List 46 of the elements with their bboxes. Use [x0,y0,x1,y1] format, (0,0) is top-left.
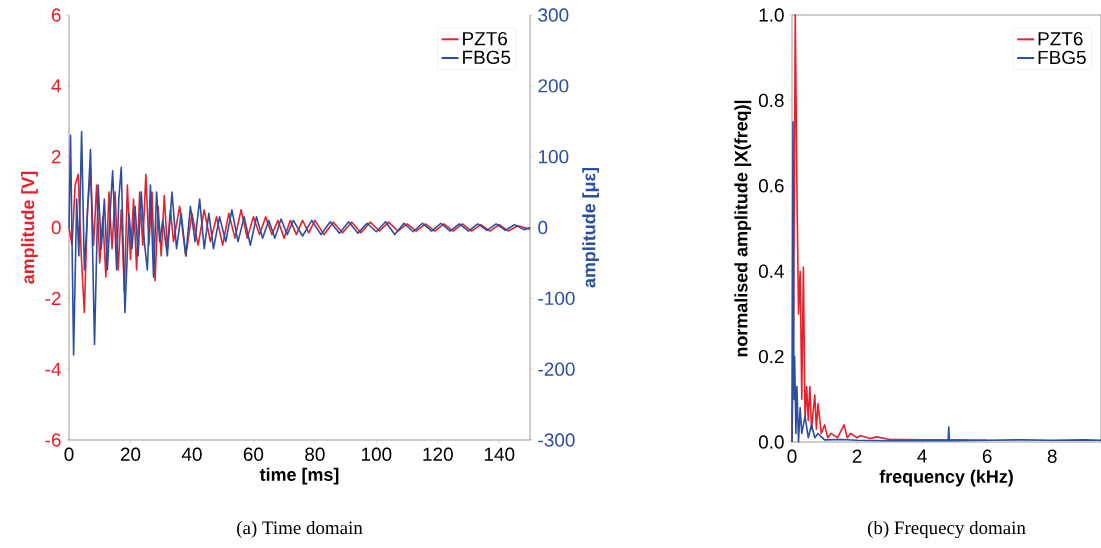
y-tick-label: 0.0 [758,435,784,449]
y-tick-label: 0.8 [758,93,784,108]
legend-label: FBG5 [1038,50,1086,65]
x-tick-label: 100 [361,447,392,461]
y2-tick-label: 300 [538,8,569,22]
x-tick-label: 60 [243,447,264,461]
y2-tick-label: 100 [538,149,569,164]
y2-tick-label: -100 [538,291,575,306]
x-tick-label: 80 [305,447,325,461]
x-tick-label: 8 [1047,449,1057,463]
y-tick-label: 2 [51,150,61,164]
line-series [791,14,988,443]
y-tick-label: 4 [51,79,61,93]
x-tick-label: 0 [787,449,797,463]
x-tick-label: 2 [852,449,862,463]
y-tick-label: 0.4 [758,264,784,278]
y2-tick-label: 200 [538,79,569,93]
legend-label: PZT6 [1038,31,1083,46]
y2-tick-label: -300 [538,433,575,447]
y-axis-title: amplitude [V] [21,171,38,284]
y-axis-title: normalised amplitude |X(freq)| [734,100,752,357]
text: (a) Time domain [237,520,363,539]
x-axis-title: time [ms] [259,467,339,485]
x-axis-title: frequency (kHz) [879,469,1013,487]
y-tick-label: 6 [51,8,61,22]
x-tick-label: 0 [64,447,74,461]
y2-tick-label: -200 [538,362,575,376]
x-tick-label: 20 [120,447,141,461]
y-tick-label: -2 [45,291,61,305]
legend-label: FBG5 [463,50,511,65]
x-tick-label: 6 [982,449,992,463]
y2-axis-title: amplitude [με] [582,167,599,288]
legend-label: PZT6 [463,31,507,46]
y-tick-label: 0 [51,220,61,235]
x-tick-label: 40 [181,447,202,461]
y2-tick-label: 0 [538,220,548,235]
y-tick-label: -4 [45,362,61,376]
x-tick-label: 4 [917,449,927,463]
text: (b) Frequecy domain [867,520,1026,539]
x-tick-label: 120 [423,447,453,461]
y-tick-label: -6 [45,433,61,447]
line-series [68,131,531,356]
x-tick-label: 140 [484,447,515,461]
y-tick-label: 0.2 [758,349,784,364]
y-tick-label: 0.6 [758,179,784,193]
y-tick-label: 1.0 [759,8,784,22]
